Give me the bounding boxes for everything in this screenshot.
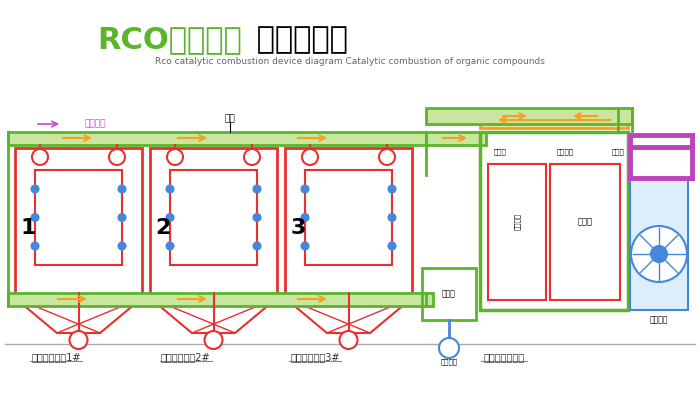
FancyBboxPatch shape xyxy=(426,132,486,145)
Circle shape xyxy=(302,149,318,165)
Circle shape xyxy=(167,214,174,221)
Circle shape xyxy=(32,186,38,192)
Text: Rco catalytic combustion device diagram Catalytic combustion of organic compound: Rco catalytic combustion device diagram … xyxy=(155,57,545,67)
Circle shape xyxy=(109,149,125,165)
Circle shape xyxy=(389,186,396,192)
Circle shape xyxy=(167,186,174,192)
Text: 冷冻风机: 冷冻风机 xyxy=(440,359,458,365)
Circle shape xyxy=(631,226,687,282)
Circle shape xyxy=(167,149,183,165)
Circle shape xyxy=(340,331,358,349)
Circle shape xyxy=(32,243,38,249)
Text: 催化燃烧: 催化燃烧 xyxy=(514,213,520,231)
FancyBboxPatch shape xyxy=(8,132,426,145)
Circle shape xyxy=(118,243,125,249)
Text: 活性炭吸附塔3#: 活性炭吸附塔3# xyxy=(290,352,340,362)
Circle shape xyxy=(32,214,38,221)
Circle shape xyxy=(651,246,667,262)
Text: 管道: 管道 xyxy=(225,115,235,124)
Circle shape xyxy=(32,149,48,165)
Text: 侧附风机: 侧附风机 xyxy=(650,316,668,324)
Circle shape xyxy=(118,214,125,221)
Text: 2: 2 xyxy=(155,218,171,238)
Circle shape xyxy=(389,243,396,249)
Circle shape xyxy=(439,338,459,358)
Text: 混流箱: 混流箱 xyxy=(442,290,456,298)
Text: 气流方向: 气流方向 xyxy=(84,119,106,128)
Text: 活性炭吸附塔1#: 活性炭吸附塔1# xyxy=(32,352,80,362)
Circle shape xyxy=(253,186,260,192)
Circle shape xyxy=(302,214,309,221)
Circle shape xyxy=(302,186,309,192)
FancyBboxPatch shape xyxy=(426,108,632,124)
Circle shape xyxy=(253,243,260,249)
Text: 1: 1 xyxy=(20,218,36,238)
Text: RCO催化燃烧: RCO催化燃烧 xyxy=(97,26,242,55)
FancyBboxPatch shape xyxy=(8,293,433,306)
Text: 加热区: 加热区 xyxy=(578,217,592,227)
Text: 3: 3 xyxy=(290,218,306,238)
Circle shape xyxy=(69,331,88,349)
Circle shape xyxy=(389,214,396,221)
Circle shape xyxy=(204,331,223,349)
Circle shape xyxy=(379,149,395,165)
Text: 热交换器: 热交换器 xyxy=(556,149,573,155)
Text: 工作装置图: 工作装置图 xyxy=(246,26,348,55)
Circle shape xyxy=(118,186,125,192)
Text: 油膜片: 油膜片 xyxy=(494,149,506,155)
Circle shape xyxy=(253,214,260,221)
Text: 催化燃烧净化塔: 催化燃烧净化塔 xyxy=(484,352,524,362)
Text: 活性炭吸附塔2#: 活性炭吸附塔2# xyxy=(161,352,210,362)
FancyBboxPatch shape xyxy=(630,178,688,310)
Circle shape xyxy=(302,243,309,249)
Text: 油膜层: 油膜层 xyxy=(612,149,624,155)
Circle shape xyxy=(244,149,260,165)
Circle shape xyxy=(167,243,174,249)
FancyBboxPatch shape xyxy=(480,112,628,128)
